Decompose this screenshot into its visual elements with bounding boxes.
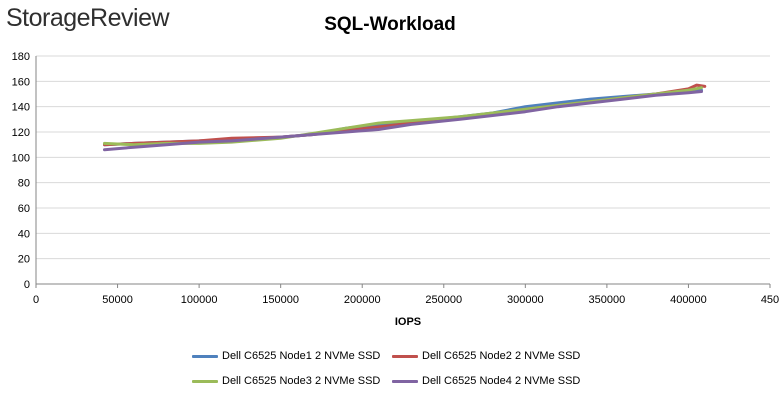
y-tick-label: 20 (18, 254, 30, 266)
y-tick-label: 80 (18, 178, 30, 190)
series-line-node4 (103, 90, 703, 152)
legend-swatch-node2 (392, 354, 418, 358)
series-line-node2 (103, 83, 707, 147)
y-tick-label: 180 (12, 51, 30, 63)
chart-title-text: SQL-Workload (324, 14, 456, 35)
y-tick-label: 120 (12, 127, 30, 139)
legend-item-node1: Dell C6525 Node1 2 NVMe SSD (192, 350, 380, 362)
y-tick-label: 100 (12, 152, 30, 164)
y-tick-label: 0 (24, 279, 30, 291)
legend-label-node3: Dell C6525 Node3 2 NVMe SSD (222, 375, 381, 387)
y-tick-label: 160 (12, 76, 30, 88)
legend-item-node3: Dell C6525 Node3 2 NVMe SSD (192, 375, 380, 387)
chart-title: SQL-Workload (0, 14, 780, 36)
legend-item-node2: Dell C6525 Node2 2 NVMe SSD (392, 350, 580, 362)
y-tick-label: 140 (12, 102, 30, 114)
x-tick-label: 400000 (670, 294, 707, 306)
legend-swatch-node1 (192, 354, 218, 358)
x-tick-label: 50000 (102, 294, 133, 306)
x-tick-label: 300000 (507, 294, 544, 306)
legend-swatch-node3 (192, 379, 218, 383)
x-tick-label: 450 (761, 294, 779, 306)
legend-label-node2: Dell C6525 Node2 2 NVMe SSD (422, 350, 581, 362)
x-tick-label: 100000 (181, 294, 218, 306)
brand-logo: StorageReview (6, 4, 170, 32)
x-tick-label: 250000 (425, 294, 462, 306)
legend-item-node4: Dell C6525 Node4 2 NVMe SSD (392, 375, 580, 387)
x-axis-label: IOPS (394, 316, 422, 328)
x-tick-label: 200000 (344, 294, 381, 306)
x-tick-label: 350000 (589, 294, 626, 306)
y-tick-label: 60 (18, 203, 30, 215)
x-tick-label: 150000 (262, 294, 299, 306)
legend-swatch-node4 (392, 379, 418, 383)
legend-label-node4: Dell C6525 Node4 2 NVMe SSD (422, 375, 581, 387)
legend-label-node1: Dell C6525 Node1 2 NVMe SSD (222, 350, 381, 362)
y-tick-label: 40 (18, 228, 30, 240)
x-tick-label: 0 (33, 294, 39, 306)
